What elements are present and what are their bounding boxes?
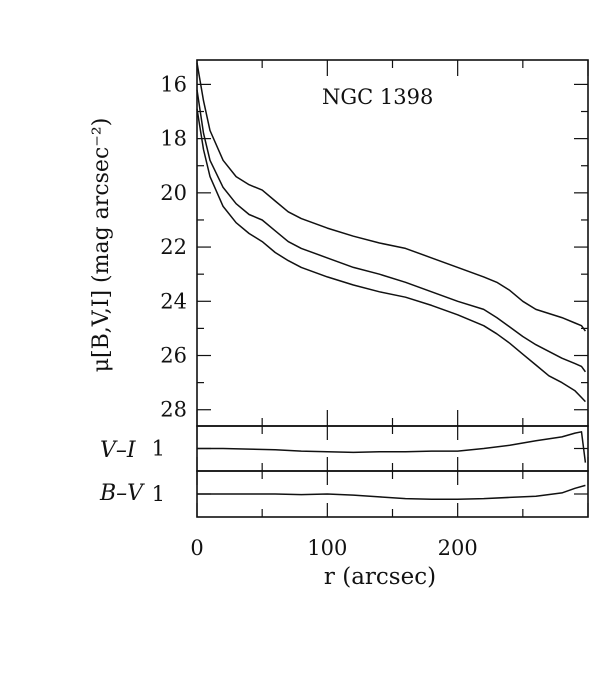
y-tick-label: 26 xyxy=(160,344,187,368)
y-tick-label: 22 xyxy=(160,235,187,259)
tick-label-layer: 16 18 20 22 24 26 28 1 1 0 100 200 xyxy=(152,72,478,560)
chart-title: NGC 1398 xyxy=(322,85,433,109)
series-line-1-0 xyxy=(197,431,587,463)
tick-layer xyxy=(196,60,589,517)
series-layer xyxy=(196,62,587,500)
bv-axis-label: B–V xyxy=(99,481,145,506)
x-axis-label: r (arcsec) xyxy=(324,564,436,590)
y-tick-label: 1 xyxy=(152,437,165,461)
series-line-0-0 xyxy=(196,62,587,332)
vi-axis-label: V–I xyxy=(100,438,137,463)
y-tick-label: 28 xyxy=(160,398,187,422)
main-panel-frame xyxy=(196,59,589,427)
y-tick-label: 20 xyxy=(160,181,187,205)
series-line-0-2 xyxy=(196,108,586,403)
x-tick-label: 200 xyxy=(438,536,478,560)
y-tick-label: 24 xyxy=(160,289,187,313)
main-y-axis-label: μ[B,V,I] (mag arcsec⁻²) xyxy=(89,118,114,373)
series-line-0-1 xyxy=(196,89,587,373)
series-line-2-0 xyxy=(197,484,586,500)
x-tick-label: 0 xyxy=(190,536,203,560)
y-tick-label: 16 xyxy=(160,72,187,96)
x-tick-label: 100 xyxy=(307,536,347,560)
y-tick-label: 18 xyxy=(160,127,187,151)
y-tick-label: 1 xyxy=(152,482,165,506)
